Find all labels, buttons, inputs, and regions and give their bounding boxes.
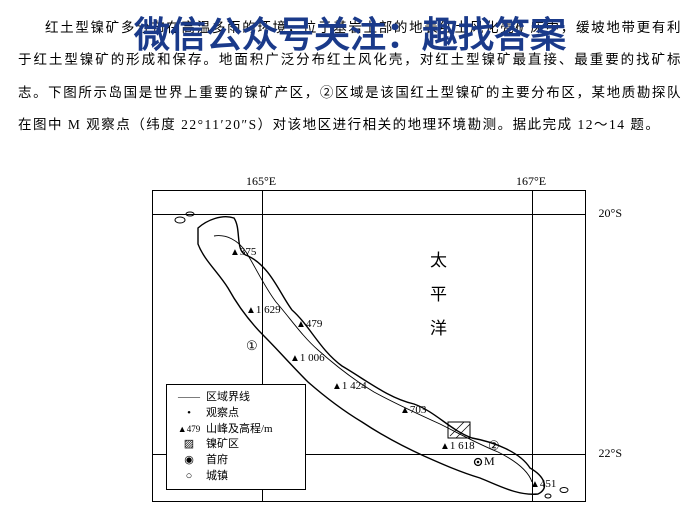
legend-row-town: ○ 城镇 [172, 469, 300, 484]
passage-paragraph: 红土型镍矿多分布在高温多雨的环境，位于基岩上部的地表红土风化壳矿床中，缓坡地带更… [18, 12, 682, 142]
islet [545, 494, 551, 498]
peak-479: ▲479 [296, 318, 322, 330]
peak-451: ▲451 [530, 478, 556, 490]
peak-1006: ▲1 006 [290, 352, 325, 364]
ocean-char-2: 平 [430, 278, 459, 312]
map-figure: 165°E 167°E 20°S 22°S 太 平 洋 ▲375 ▲1 629 … [152, 190, 586, 502]
lat-label-20s: 20°S [599, 206, 622, 221]
legend-txt-capital: 首府 [206, 453, 300, 468]
m-point-label: M [484, 454, 495, 469]
peak-375: ▲375 [230, 246, 256, 258]
islet [186, 212, 194, 216]
legend-sym-mine: ▨ [172, 437, 206, 452]
capital-dot [477, 461, 480, 464]
legend-row-boundary: ―― 区域界线 [172, 390, 300, 405]
legend-row-peak: ▲479 山峰及高程/m [172, 422, 300, 437]
legend-sym-peak: ▲479 [172, 423, 206, 435]
legend-txt-peak: 山峰及高程/m [206, 422, 300, 437]
lon-label-167e: 167°E [516, 174, 546, 189]
ocean-char-1: 太 [430, 244, 459, 278]
ocean-char-3: 洋 [430, 312, 459, 346]
legend-txt-boundary: 区域界线 [206, 390, 300, 405]
islet [560, 488, 568, 493]
legend-row-obs: • 观察点 [172, 406, 300, 421]
lat-label-22s: 22°S [599, 446, 622, 461]
legend-sym-obs: • [172, 406, 206, 421]
lon-label-165e: 165°E [246, 174, 276, 189]
map-legend: ―― 区域界线 • 观察点 ▲479 山峰及高程/m ▨ 镍矿区 ◉ 首府 ○ … [166, 384, 306, 490]
legend-txt-obs: 观察点 [206, 406, 300, 421]
legend-row-mine: ▨ 镍矿区 [172, 437, 300, 452]
question-passage: 红土型镍矿多分布在高温多雨的环境，位于基岩上部的地表红土风化壳矿床中，缓坡地带更… [0, 0, 700, 146]
legend-sym-capital: ◉ [172, 453, 206, 468]
legend-row-capital: ◉ 首府 [172, 453, 300, 468]
peak-703: ▲703 [400, 404, 426, 416]
islet [175, 217, 185, 223]
legend-txt-town: 城镇 [206, 469, 300, 484]
peak-1424: ▲1 424 [332, 380, 367, 392]
region-2: ② [488, 438, 500, 454]
legend-txt-mine: 镍矿区 [206, 437, 300, 452]
region-1: ① [246, 338, 258, 354]
legend-sym-boundary: ―― [172, 390, 206, 405]
legend-sym-town: ○ [172, 469, 206, 484]
ocean-label: 太 平 洋 [430, 244, 459, 346]
peak-1629: ▲1 629 [246, 304, 281, 316]
peak-1618: ▲1 618 [440, 440, 475, 452]
